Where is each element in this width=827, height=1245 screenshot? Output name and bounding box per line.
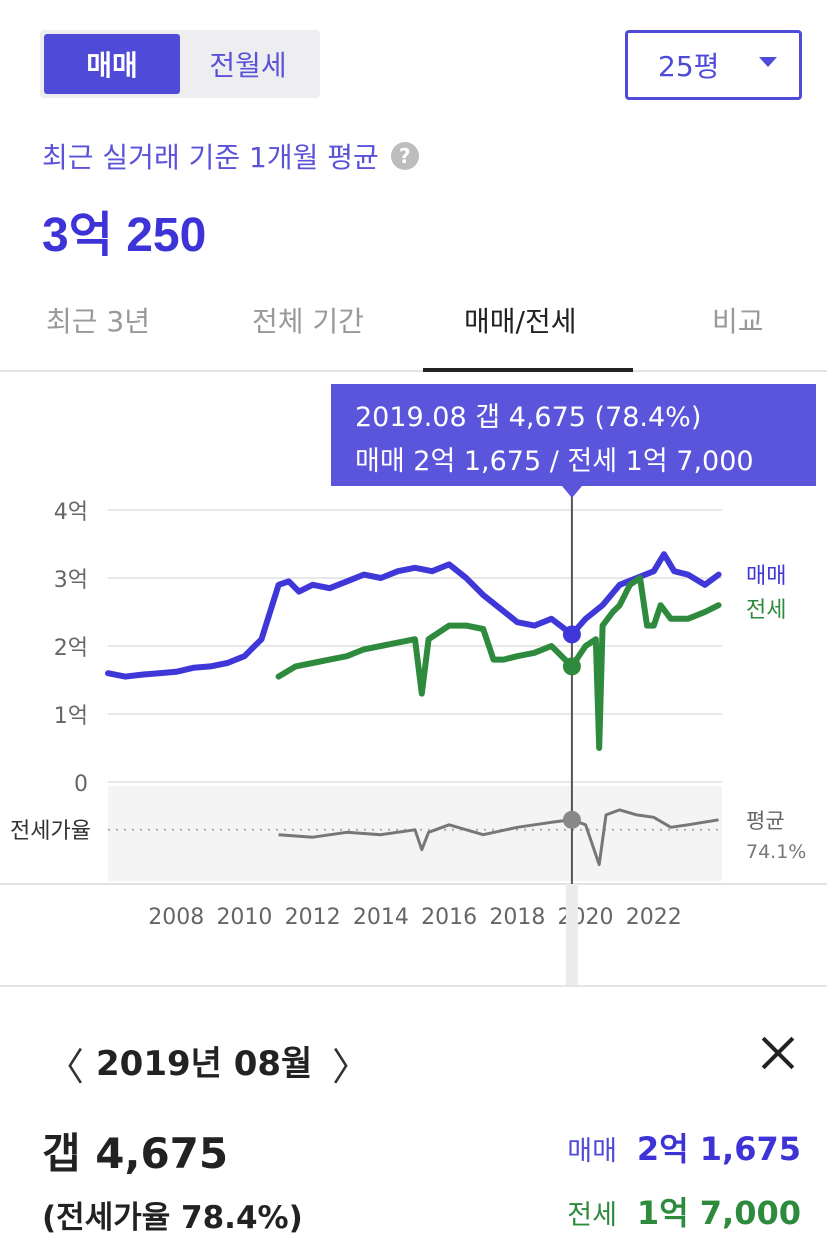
tab-recent-3y[interactable]: 최근 3년 [46,305,150,338]
tab-sale-rent[interactable]: 매매/전세 [464,305,577,338]
toggle-sale[interactable]: 매매 [44,34,180,94]
caret-down-icon [759,57,777,67]
sale-value: 2억 1,675 [636,1130,801,1168]
rent-legend-label: 전세 [746,598,786,623]
ratio-series-line [278,808,719,867]
question-icon[interactable]: ? [390,142,419,170]
y-tick-label: 4억 [54,500,88,525]
detail-date: 2019년 08월 [96,1044,313,1084]
rent-price-row: 전세 1억 7,000 [567,1188,801,1234]
sale-series-line [105,551,722,680]
prev-month-button[interactable]: 〈 [46,1045,85,1089]
detail-divider [0,985,827,987]
y-tick-label: 2억 [54,636,88,661]
close-icon[interactable] [758,1032,798,1072]
tooltip-arrow [562,486,582,498]
trade-type-toggle: 매매 전월세 [40,30,320,98]
y-tick-label: 3억 [54,568,88,593]
y-tick-label: 1억 [54,704,88,729]
sale-point [562,625,581,644]
y-tick-label: 0 [74,772,88,797]
cursor-tail [565,884,578,987]
rent-value: 1억 7,000 [636,1194,801,1232]
price-chart[interactable]: 4억 3억 2억 1억 0 전세가율 2008 2010 2012 2014 2016 2018 202… [0,372,827,987]
period-tabs: 최근 3년 전체 기간 매매/전세 비교 [0,280,827,372]
tab-all-period[interactable]: 전체 기간 [252,305,364,338]
x-tick-label: 2010 [216,905,272,930]
tooltip-line-2: 매매 2억 1,675 / 전세 1억 7,000 [355,446,754,477]
x-tick-label: 2008 [148,905,204,930]
rent-point [562,657,581,676]
tab-compare[interactable]: 비교 [712,305,764,338]
avg-subtitle-text: 최근 실거래 기준 1개월 평균 [42,141,379,174]
ratio-axis-label: 전세가율 [10,819,91,844]
sale-legend-label: 매매 [746,564,786,589]
ratio-point [562,810,581,829]
next-month-button[interactable]: 〉 [332,1045,371,1089]
sale-price-row: 매매 2억 1,675 [567,1124,801,1170]
ratio-avg-value: 74.1% [746,841,806,863]
gap-value: 갭 4,675 [42,1129,229,1178]
active-tab-indicator [423,368,633,372]
x-tick-label: 2014 [353,905,409,930]
chart-tooltip: 2019.08 갭 4,675 (78.4%) 매매 2억 1,675 / 전세… [331,384,816,486]
sale-label: 매매 [567,1136,617,1167]
avg-price: 3억 250 [42,209,207,262]
toggle-rent[interactable]: 전월세 [209,49,287,82]
x-tick-label: 2022 [626,905,682,930]
rent-series-line [275,575,722,751]
chart-svg: 4억 3억 2억 1억 0 전세가율 2008 2010 2012 2014 2016 2018 202… [0,492,827,987]
x-tick-label: 2012 [285,905,341,930]
ratio-avg-label: 평균 [746,809,785,833]
size-dropdown[interactable]: 25평 [625,30,802,100]
rent-label: 전세 [567,1200,617,1231]
x-tick-label: 2018 [489,905,545,930]
ratio-value: (전세가율 78.4%) [42,1200,303,1236]
avg-subtitle: 최근 실거래 기준 1개월 평균 ? [42,136,419,176]
x-tick-label: 2016 [421,905,477,930]
tooltip-line-1: 2019.08 갭 4,675 (78.4%) [355,402,702,433]
size-dropdown-value: 25평 [658,50,720,83]
